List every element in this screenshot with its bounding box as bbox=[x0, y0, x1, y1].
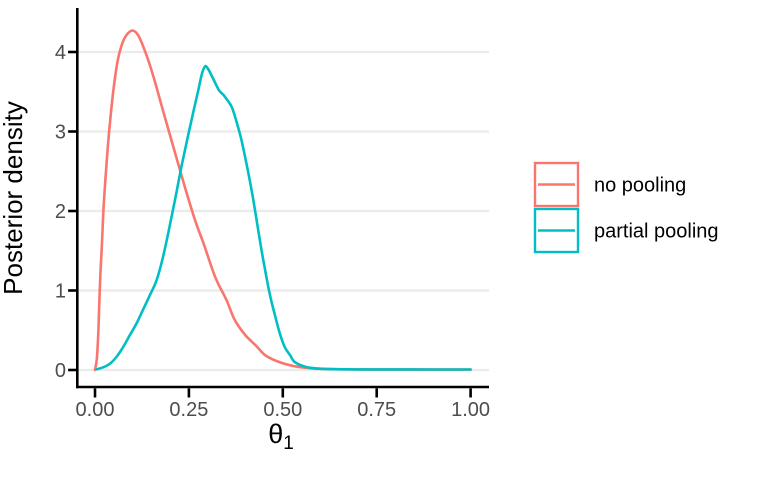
legend: no pooling partial pooling bbox=[533, 161, 719, 254]
axis-labels: 0.00 0.25 0.50 0.75 1.00 0 1 2 3 4 bbox=[55, 42, 490, 421]
legend-entry-partial-pooling: partial pooling bbox=[533, 207, 719, 254]
x-tick-label-1.00: 1.00 bbox=[451, 399, 490, 421]
density-curves bbox=[93, 29, 472, 372]
axes bbox=[68, 8, 489, 398]
axis-titles: Posterior density θ1 bbox=[0, 101, 294, 454]
density-curve-partial-pooling bbox=[95, 64, 472, 371]
x-tick-label-0.75: 0.75 bbox=[357, 399, 396, 421]
y-tick-label-3: 3 bbox=[55, 122, 66, 144]
y-tick-label-4: 4 bbox=[55, 42, 66, 64]
x-tick-label-0.00: 0.00 bbox=[76, 399, 115, 421]
y-tick-label-1: 1 bbox=[55, 281, 66, 303]
x-axis-title: θ1 bbox=[268, 419, 294, 454]
legend-label-no-pooling: no pooling bbox=[594, 175, 686, 197]
gridlines bbox=[77, 50, 489, 372]
legend-label-partial-pooling: partial pooling bbox=[594, 221, 719, 243]
legend-entry-no-pooling: no pooling bbox=[533, 161, 686, 208]
y-axis-title: Posterior density bbox=[0, 101, 28, 295]
density-curve-no-pooling bbox=[93, 29, 472, 372]
y-tick-label-2: 2 bbox=[55, 201, 66, 223]
x-tick-label-0.25: 0.25 bbox=[169, 399, 208, 421]
y-tick-label-0: 0 bbox=[55, 360, 66, 382]
x-tick-label-0.50: 0.50 bbox=[263, 399, 302, 421]
